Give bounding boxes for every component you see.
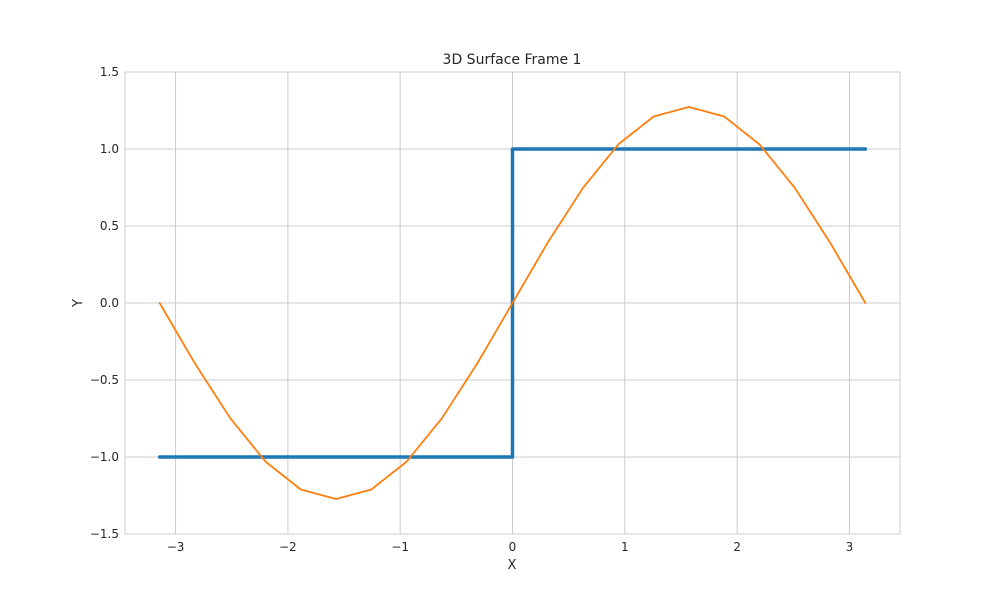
- x-tick-label: 2: [733, 540, 741, 554]
- x-tick-label: 0: [509, 540, 517, 554]
- x-tick-label: 1: [621, 540, 629, 554]
- series-sine-line: [158, 106, 867, 500]
- chart-title: 3D Surface Frame 1: [443, 52, 582, 68]
- y-tick-label: −0.5: [90, 373, 119, 387]
- y-tick-label: 0.5: [100, 219, 119, 233]
- y-tick-label: 1.0: [100, 142, 119, 156]
- x-axis-label: X: [508, 558, 517, 573]
- y-tick-label: 1.5: [100, 65, 119, 79]
- y-tick-label: −1.0: [90, 450, 119, 464]
- x-tick-label: −2: [279, 540, 297, 554]
- y-tick-layer: 1.5 1.0 0.5 0.0 −0.5 −1.0 −1.5: [90, 65, 119, 541]
- x-tick-label: 3: [846, 540, 854, 554]
- plot-frame: [124, 71, 901, 535]
- x-tick-layer: −3 −2 −1 0 1 2 3: [167, 540, 854, 554]
- y-axis-label: Y: [71, 299, 86, 308]
- x-tick-label: −1: [391, 540, 409, 554]
- series-layer: [157, 106, 868, 500]
- y-tick-label: 0.0: [100, 296, 119, 310]
- y-tick-label: −1.5: [90, 527, 119, 541]
- x-tick-label: −3: [167, 540, 185, 554]
